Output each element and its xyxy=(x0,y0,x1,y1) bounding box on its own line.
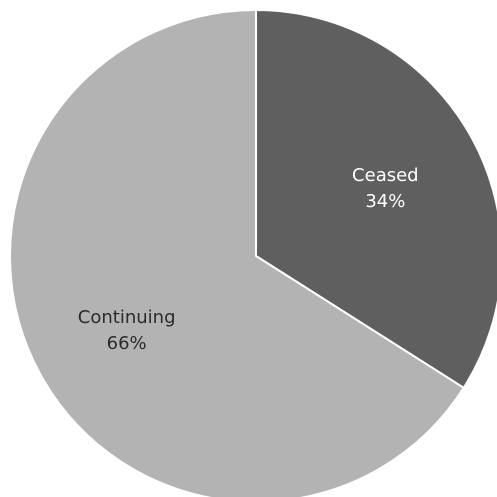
slice-label-continuing: Continuing xyxy=(78,307,176,328)
slice-value-continuing: 66% xyxy=(107,333,147,354)
pie-slice-continuing xyxy=(9,8,466,497)
slice-value-ceased: 34% xyxy=(365,191,405,212)
slice-label-ceased: Ceased xyxy=(352,165,419,186)
